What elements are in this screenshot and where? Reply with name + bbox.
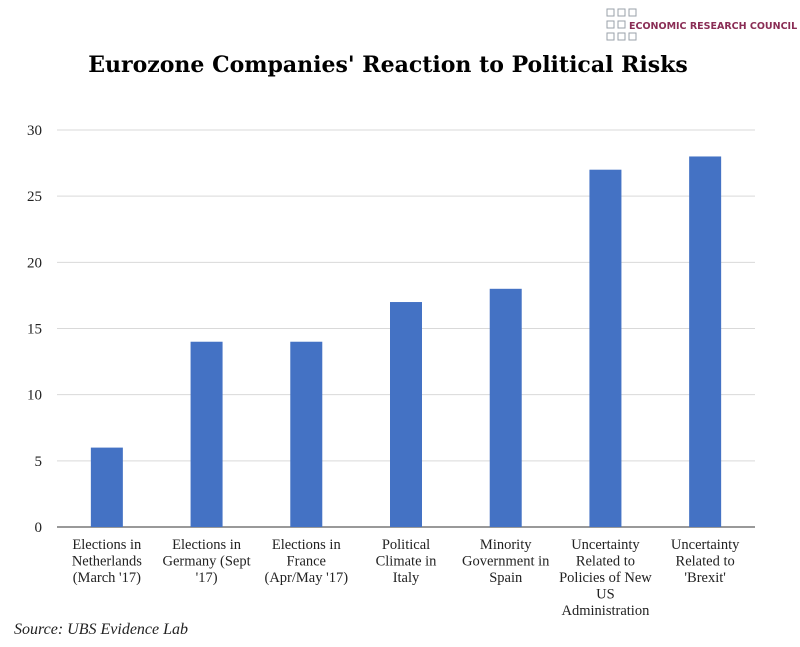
logo-square-icon [628, 32, 637, 41]
logo-text: ECONOMIC RESEARCH COUNCIL [629, 21, 797, 32]
logo-square-icon [606, 20, 615, 29]
x-tick-label: Minority Government in Spain [462, 537, 550, 586]
x-tick-label: Elections in Netherlands (March '17) [72, 537, 142, 586]
bar [290, 341, 323, 527]
y-axis-ticks: 0 5 10 15 20 25 30 [27, 123, 42, 536]
bars [90, 156, 722, 527]
logo-square-icon [606, 32, 615, 41]
bar [689, 156, 722, 527]
source-note: Source: UBS Evidence Lab [14, 621, 188, 638]
y-tick-label: 25 [27, 189, 42, 205]
logo-square-icon [628, 8, 637, 17]
chart-title: Eurozone Companies' Reaction to Politica… [88, 52, 688, 78]
y-tick-label: 5 [35, 454, 43, 470]
bar [589, 169, 622, 527]
bar [390, 302, 422, 527]
x-tick-label: Political Climate in Italy [376, 537, 438, 586]
logo: ECONOMIC RESEARCH COUNCIL [606, 8, 797, 41]
logo-square-icon [606, 8, 615, 17]
bar [489, 288, 522, 527]
logo-square-icon [617, 20, 626, 29]
bar [90, 447, 123, 527]
x-tick-label: Uncertainty Related to Policies of New US Ad… [559, 537, 652, 619]
y-tick-label: 0 [35, 520, 43, 536]
y-tick-label: 30 [27, 123, 42, 139]
x-tick-label: Elections in France (Apr/May '17) [265, 537, 349, 586]
y-tick-label: 20 [27, 255, 42, 271]
y-tick-label: 10 [27, 388, 42, 404]
logo-square-icon [617, 8, 626, 17]
y-tick-label: 15 [27, 322, 42, 338]
x-axis-labels: Elections in Netherlands (March '17) Electi… [72, 537, 740, 619]
bar [190, 341, 223, 527]
logo-square-icon [617, 32, 626, 41]
x-tick-label: Uncertainty Related to 'Brexit' [671, 537, 740, 586]
x-tick-label: Elections in Germany (Sept '17) [162, 537, 250, 586]
